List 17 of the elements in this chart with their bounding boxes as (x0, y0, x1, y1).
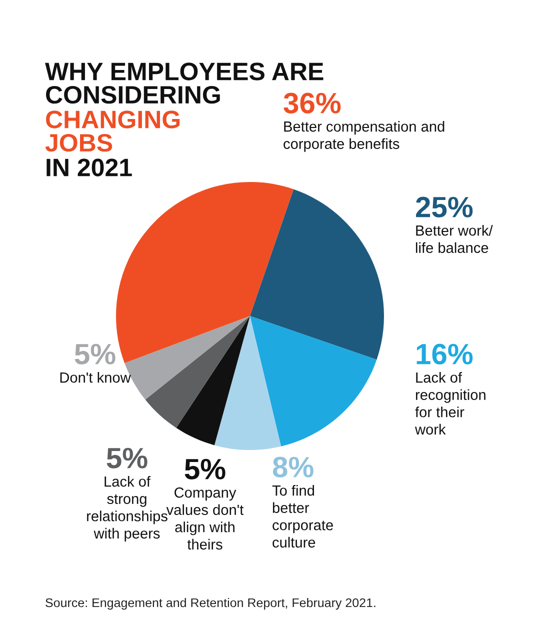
data-label: 25% (416, 196, 473, 218)
slice-label: Company values don't align with theirs (166, 487, 244, 550)
slice-label: To find better corporate culture (272, 485, 333, 548)
data-label: 36% (284, 92, 341, 114)
data-label: 5% (74, 344, 116, 364)
source-note: Source: Engagement and Retention Report, February 2021. (46, 598, 376, 610)
data-label: 8% (272, 456, 314, 478)
slice-label: Better compensation and corporate benefits (284, 121, 444, 152)
slice-label: Better work/ life balance (416, 225, 493, 254)
text: IN 2021 (46, 158, 132, 176)
data-label: 5% (106, 448, 148, 468)
text: CHANGING JOBS (45, 110, 180, 152)
slice-label: Don't know (60, 372, 131, 383)
slice-label: Lack of recognition for their work (414, 372, 486, 435)
data-label: 16% (416, 344, 473, 364)
slice-label: Lack of strong relationships with peers (87, 476, 168, 542)
data-label: 5% (184, 458, 226, 480)
